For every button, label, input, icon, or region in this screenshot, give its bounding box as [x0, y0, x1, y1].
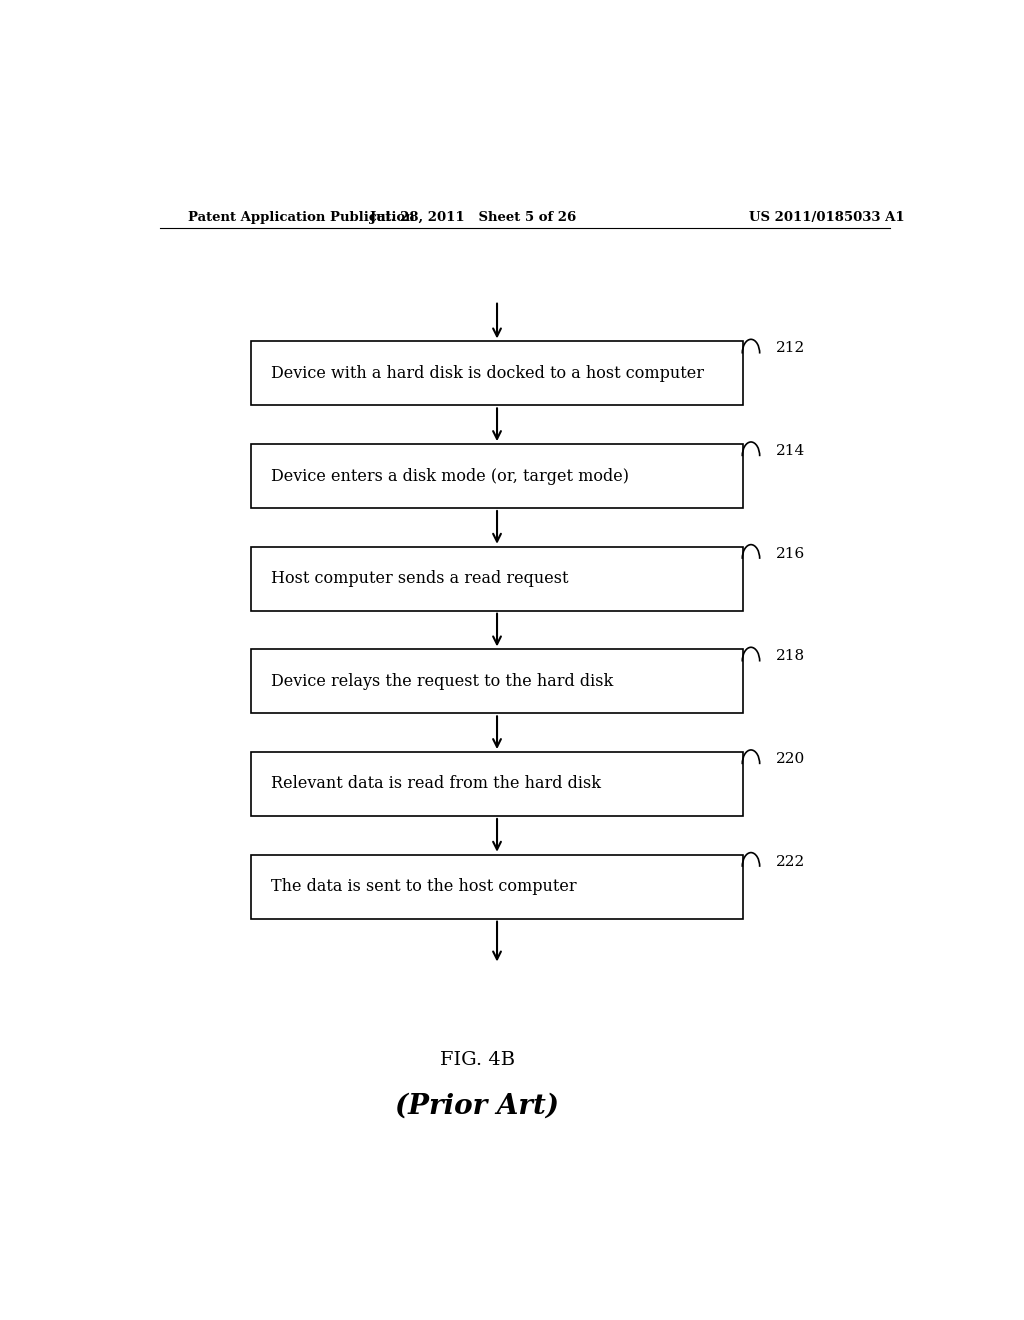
- Bar: [251, 444, 743, 508]
- Bar: [251, 854, 743, 919]
- Text: FIG. 4B: FIG. 4B: [439, 1051, 515, 1069]
- Text: 212: 212: [776, 342, 806, 355]
- Text: Device enters a disk mode (or, target mode): Device enters a disk mode (or, target mo…: [270, 467, 629, 484]
- Text: Host computer sends a read request: Host computer sends a read request: [270, 570, 568, 587]
- Bar: [251, 649, 743, 713]
- Text: Device relays the request to the hard disk: Device relays the request to the hard di…: [270, 673, 613, 690]
- Text: (Prior Art): (Prior Art): [395, 1092, 559, 1119]
- Bar: [251, 546, 743, 611]
- Text: 218: 218: [776, 649, 806, 664]
- Text: 216: 216: [776, 546, 806, 561]
- Bar: [251, 752, 743, 816]
- Text: Patent Application Publication: Patent Application Publication: [187, 211, 415, 224]
- Text: 222: 222: [776, 854, 806, 869]
- Text: Relevant data is read from the hard disk: Relevant data is read from the hard disk: [270, 775, 601, 792]
- Text: 220: 220: [776, 752, 806, 766]
- Text: Device with a hard disk is docked to a host computer: Device with a hard disk is docked to a h…: [270, 364, 703, 381]
- Text: 214: 214: [776, 444, 806, 458]
- Text: The data is sent to the host computer: The data is sent to the host computer: [270, 878, 577, 895]
- Text: US 2011/0185033 A1: US 2011/0185033 A1: [749, 211, 904, 224]
- Bar: [251, 342, 743, 405]
- Text: Jul. 28, 2011   Sheet 5 of 26: Jul. 28, 2011 Sheet 5 of 26: [370, 211, 577, 224]
